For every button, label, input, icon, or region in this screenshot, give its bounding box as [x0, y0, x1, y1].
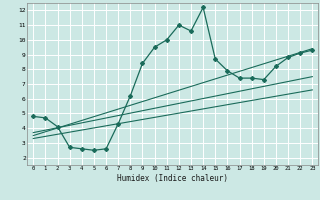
X-axis label: Humidex (Indice chaleur): Humidex (Indice chaleur)	[117, 174, 228, 183]
